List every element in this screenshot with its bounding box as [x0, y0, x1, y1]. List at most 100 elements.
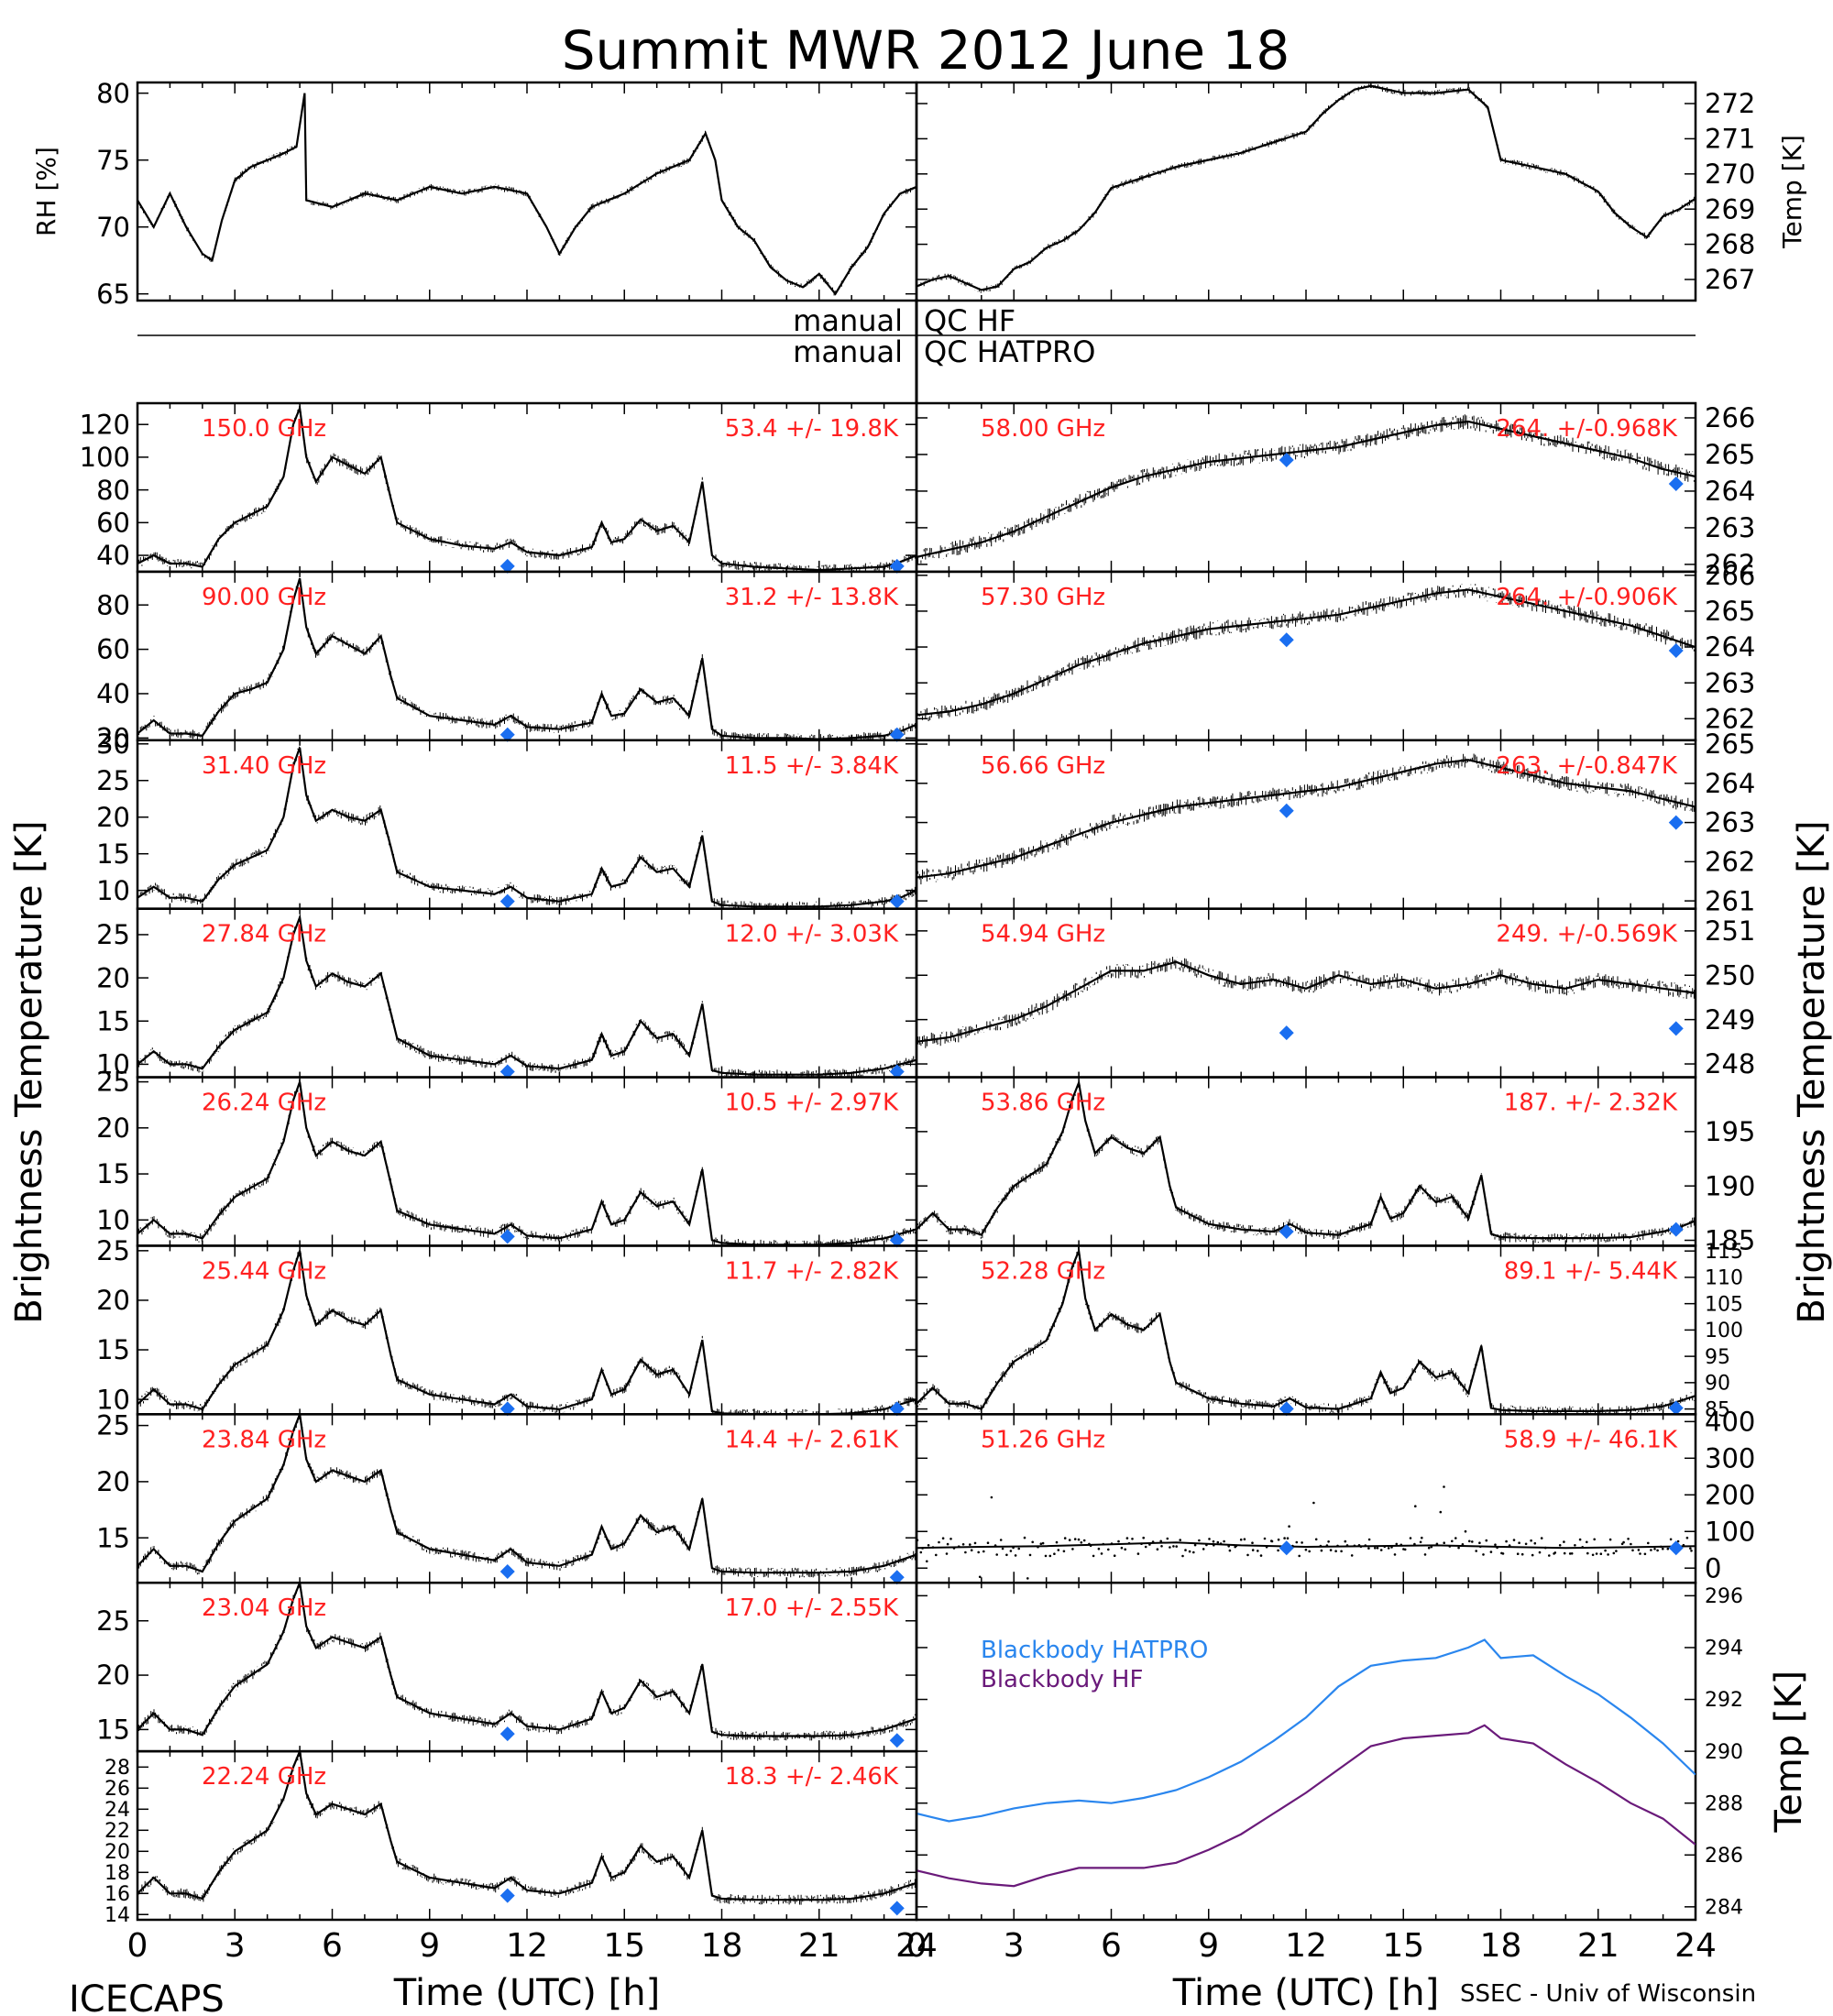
panel-data [137, 1583, 916, 1741]
scatter-point [1485, 1539, 1488, 1542]
sounding-point [889, 1570, 905, 1585]
scatter-point [1301, 1541, 1303, 1544]
series-line-1 [916, 1724, 1696, 1888]
y-tick-label: 265 [1705, 439, 1755, 470]
x-tick-label: 3 [1004, 1927, 1025, 1965]
scatter-point [1320, 1549, 1323, 1552]
series-line [916, 84, 1696, 291]
y-tick-label: 10 [96, 1204, 130, 1235]
scatter-point [941, 1537, 945, 1539]
scatter-point [1327, 1540, 1330, 1543]
scatter-point [938, 1540, 940, 1544]
scatter-point [1344, 1539, 1347, 1543]
frequency-label: 22.24 GHz [202, 1763, 326, 1791]
scatter-point [1353, 1544, 1356, 1548]
sounding-point [499, 1726, 515, 1742]
scatter-point [1336, 1544, 1339, 1548]
scatter-point [1676, 1539, 1680, 1543]
y-tick-label: 290 [1705, 1741, 1743, 1764]
y-tick-label: 250 [1705, 959, 1755, 991]
y-tick-label: 185 [1705, 1225, 1755, 1256]
series-noise [137, 920, 916, 1078]
y-tick-label: 15 [96, 838, 130, 870]
scatter-point [1367, 1538, 1371, 1541]
series-noise [137, 1583, 916, 1741]
scatter-point [1430, 1545, 1433, 1549]
statistic-label: 31.2 +/- 13.8K [725, 584, 899, 611]
scatter-point [1659, 1545, 1663, 1549]
x-tick-label: 18 [701, 1927, 743, 1965]
scatter-point [1464, 1529, 1467, 1533]
y-tick-label: 70 [96, 212, 130, 243]
scatter-point [1117, 1539, 1120, 1543]
scatter-point [1468, 1539, 1471, 1543]
sounding-point [499, 558, 515, 574]
y-tick-label: 26 [104, 1778, 130, 1801]
scatter-point [1039, 1542, 1043, 1545]
left-side-label: Brightness Temperature [K] [8, 820, 50, 1323]
frequency-label: 23.04 GHz [202, 1594, 326, 1622]
scatter-point [1689, 1547, 1692, 1550]
scatter-point [1558, 1544, 1562, 1547]
panel-f57_3: 262 263 264 265 266 57.30 GHz 264. +/-0.906K [915, 560, 1755, 742]
scatter-point [1014, 1554, 1017, 1557]
scatter-point [982, 1550, 985, 1553]
scatter-point [1251, 1541, 1254, 1544]
series-line [137, 577, 916, 740]
scatter-point [999, 1539, 1003, 1541]
scatter-point [1531, 1553, 1534, 1557]
frequency-label: 90.00 GHz [202, 584, 326, 611]
x-tick-label: 15 [1382, 1927, 1424, 1965]
y-tick-label: 20 [96, 1285, 130, 1316]
scatter-point [945, 1552, 949, 1555]
y-tick-label: 100 [80, 442, 130, 473]
y-tick-label: 25 [96, 1235, 130, 1266]
scatter-point [1219, 1542, 1223, 1545]
y-tick-label: 110 [1705, 1267, 1743, 1290]
scatter-point [946, 1542, 949, 1546]
scatter-point [1205, 1543, 1208, 1547]
panel-frame [915, 81, 1697, 302]
series-noise [137, 406, 916, 572]
panel-f51_26: 0 100 200 300 400 51.26 GHz 58.9 +/- 46.1K [915, 1406, 1755, 1584]
x-tick-label: 12 [506, 1927, 548, 1965]
y-tick-label: 268 [1705, 229, 1755, 260]
scatter-point [1100, 1552, 1103, 1555]
scatter-point [1288, 1525, 1290, 1528]
scatter-point [1496, 1546, 1498, 1550]
y-axis-title: RH [%] [31, 147, 61, 236]
scatter-point [970, 1549, 973, 1551]
y-tick-label: 20 [104, 1841, 130, 1864]
scatter-point [952, 1547, 956, 1550]
scatter-point [977, 1550, 980, 1554]
scatter-point [1263, 1537, 1267, 1540]
scatter-point [1383, 1545, 1387, 1548]
scatter-point [1475, 1550, 1477, 1552]
scatter-point [1540, 1537, 1543, 1539]
series-line [137, 913, 916, 1076]
series-noise [137, 1418, 916, 1578]
scatter-point [1439, 1510, 1443, 1514]
statistic-label: 11.7 +/- 2.82K [725, 1257, 899, 1285]
scatter-point [1604, 1549, 1607, 1552]
y-axis-title: Temp [K] [1768, 1671, 1810, 1834]
statistic-label: 249. +/-0.569K [1496, 921, 1678, 948]
scatter-point [1512, 1539, 1516, 1541]
scatter-point [1304, 1548, 1308, 1551]
y-tick-label: 288 [1705, 1792, 1743, 1815]
y-tick-label: 115 [1705, 1241, 1743, 1264]
y-tick-label: 265 [1705, 596, 1755, 627]
y-tick-label: 15 [96, 1005, 130, 1036]
scatter-point [1544, 1546, 1547, 1550]
y-tick-label: 25 [96, 1067, 130, 1098]
scatter-point [1379, 1549, 1383, 1551]
sounding-point [499, 1401, 515, 1417]
scatter-point [1142, 1536, 1145, 1539]
scatter-point [1202, 1548, 1205, 1550]
scatter-point [1595, 1552, 1598, 1555]
scatter-point [1643, 1552, 1647, 1556]
sounding-point [499, 1229, 515, 1244]
